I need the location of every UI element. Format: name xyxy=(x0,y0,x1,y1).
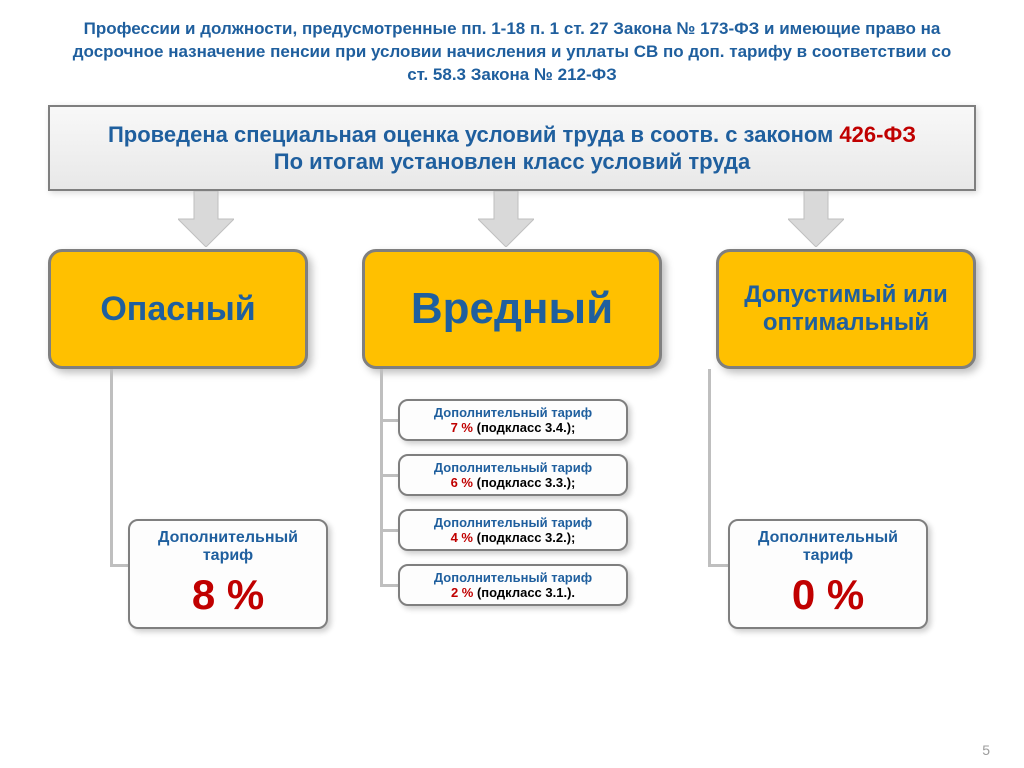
connector-line xyxy=(380,419,398,422)
categories-row: Опасный Вредный Допустимый или оптимальн… xyxy=(48,249,976,369)
assessment-banner: Проведена специальная оценка условий тру… xyxy=(48,105,976,192)
connector-line xyxy=(380,474,398,477)
arrows-row xyxy=(48,191,976,249)
connector-line xyxy=(708,369,711,564)
category-dangerous: Опасный xyxy=(48,249,308,369)
category-harmful: Вредный xyxy=(362,249,662,369)
lower-area: Дополнительный тариф 8 % Дополнительный … xyxy=(48,369,976,699)
tariff-label: Дополнительный тариф xyxy=(740,529,916,565)
arrow-down-icon xyxy=(788,191,844,247)
page-number: 5 xyxy=(982,742,990,758)
tariff-detail: 6 % (подкласс 3.3.); xyxy=(406,475,620,490)
tariff-label: Дополнительный тариф xyxy=(406,570,620,585)
tariff-detail: 2 % (подкласс 3.1.). xyxy=(406,585,620,600)
tariff-label: Дополнительный тариф xyxy=(140,529,316,565)
page-title: Профессии и должности, предусмотренные п… xyxy=(0,0,1024,87)
category-acceptable: Допустимый или оптимальный xyxy=(716,249,976,369)
tariff-box-harmful: Дополнительный тариф2 % (подкласс 3.1.). xyxy=(398,564,628,606)
tariff-box-acceptable: Дополнительный тариф 0 % xyxy=(728,519,928,629)
arrow-down-icon xyxy=(478,191,534,247)
tariff-detail: 4 % (подкласс 3.2.); xyxy=(406,530,620,545)
tariff-label: Дополнительный тариф xyxy=(406,515,620,530)
banner-line1: Проведена специальная оценка условий тру… xyxy=(74,121,950,150)
connector-line xyxy=(708,564,730,567)
tariff-label: Дополнительный тариф xyxy=(406,460,620,475)
banner-text-before: Проведена специальная оценка условий тру… xyxy=(108,122,839,147)
tariff-detail: 7 % (подкласс 3.4.); xyxy=(406,420,620,435)
arrow-down-icon xyxy=(178,191,234,247)
tariff-percent: 0 % xyxy=(740,571,916,619)
connector-line xyxy=(380,529,398,532)
connector-line xyxy=(380,584,398,587)
tariff-box-harmful: Дополнительный тариф4 % (подкласс 3.2.); xyxy=(398,509,628,551)
tariff-percent: 8 % xyxy=(140,571,316,619)
connector-line xyxy=(110,564,130,567)
connector-line xyxy=(110,369,113,564)
tariff-box-harmful: Дополнительный тариф6 % (подкласс 3.3.); xyxy=(398,454,628,496)
tariff-box-harmful: Дополнительный тариф7 % (подкласс 3.4.); xyxy=(398,399,628,441)
tariff-box-dangerous: Дополнительный тариф 8 % xyxy=(128,519,328,629)
banner-line2: По итогам установлен класс условий труда xyxy=(74,149,950,175)
banner-fz-number: 426-ФЗ xyxy=(839,122,916,147)
tariff-label: Дополнительный тариф xyxy=(406,405,620,420)
